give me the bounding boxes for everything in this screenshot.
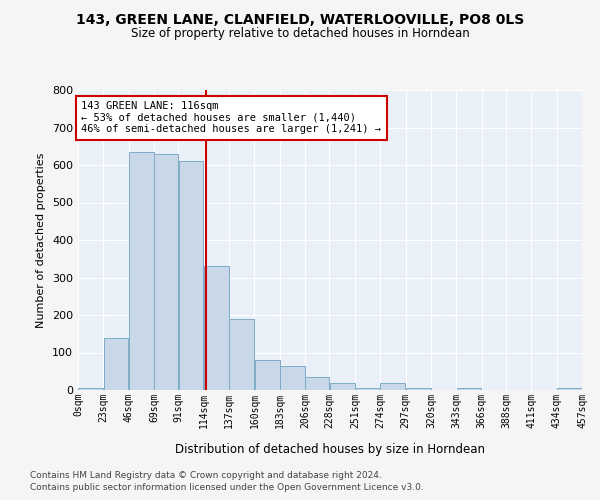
Bar [280, 366, 305, 390]
Bar [380, 382, 405, 390]
Text: Contains HM Land Registry data © Crown copyright and database right 2024.: Contains HM Land Registry data © Crown c… [30, 471, 382, 480]
Bar [204, 266, 229, 390]
Y-axis label: Number of detached properties: Number of detached properties [37, 152, 46, 328]
Bar [229, 319, 254, 390]
Bar [179, 161, 203, 390]
Bar [355, 388, 380, 390]
Bar [557, 388, 582, 390]
Bar [406, 388, 431, 390]
Text: Size of property relative to detached houses in Horndean: Size of property relative to detached ho… [131, 28, 469, 40]
Text: Distribution of detached houses by size in Horndean: Distribution of detached houses by size … [175, 442, 485, 456]
Bar [129, 152, 154, 390]
Text: Contains public sector information licensed under the Open Government Licence v3: Contains public sector information licen… [30, 484, 424, 492]
Text: 143 GREEN LANE: 116sqm
← 53% of detached houses are smaller (1,440)
46% of semi-: 143 GREEN LANE: 116sqm ← 53% of detached… [82, 101, 382, 134]
Bar [255, 360, 280, 390]
Text: 143, GREEN LANE, CLANFIELD, WATERLOOVILLE, PO8 0LS: 143, GREEN LANE, CLANFIELD, WATERLOOVILL… [76, 12, 524, 26]
Bar [104, 338, 128, 390]
Bar [330, 382, 355, 390]
Bar [154, 154, 178, 390]
Bar [78, 388, 103, 390]
Bar [457, 388, 481, 390]
Bar [305, 377, 329, 390]
